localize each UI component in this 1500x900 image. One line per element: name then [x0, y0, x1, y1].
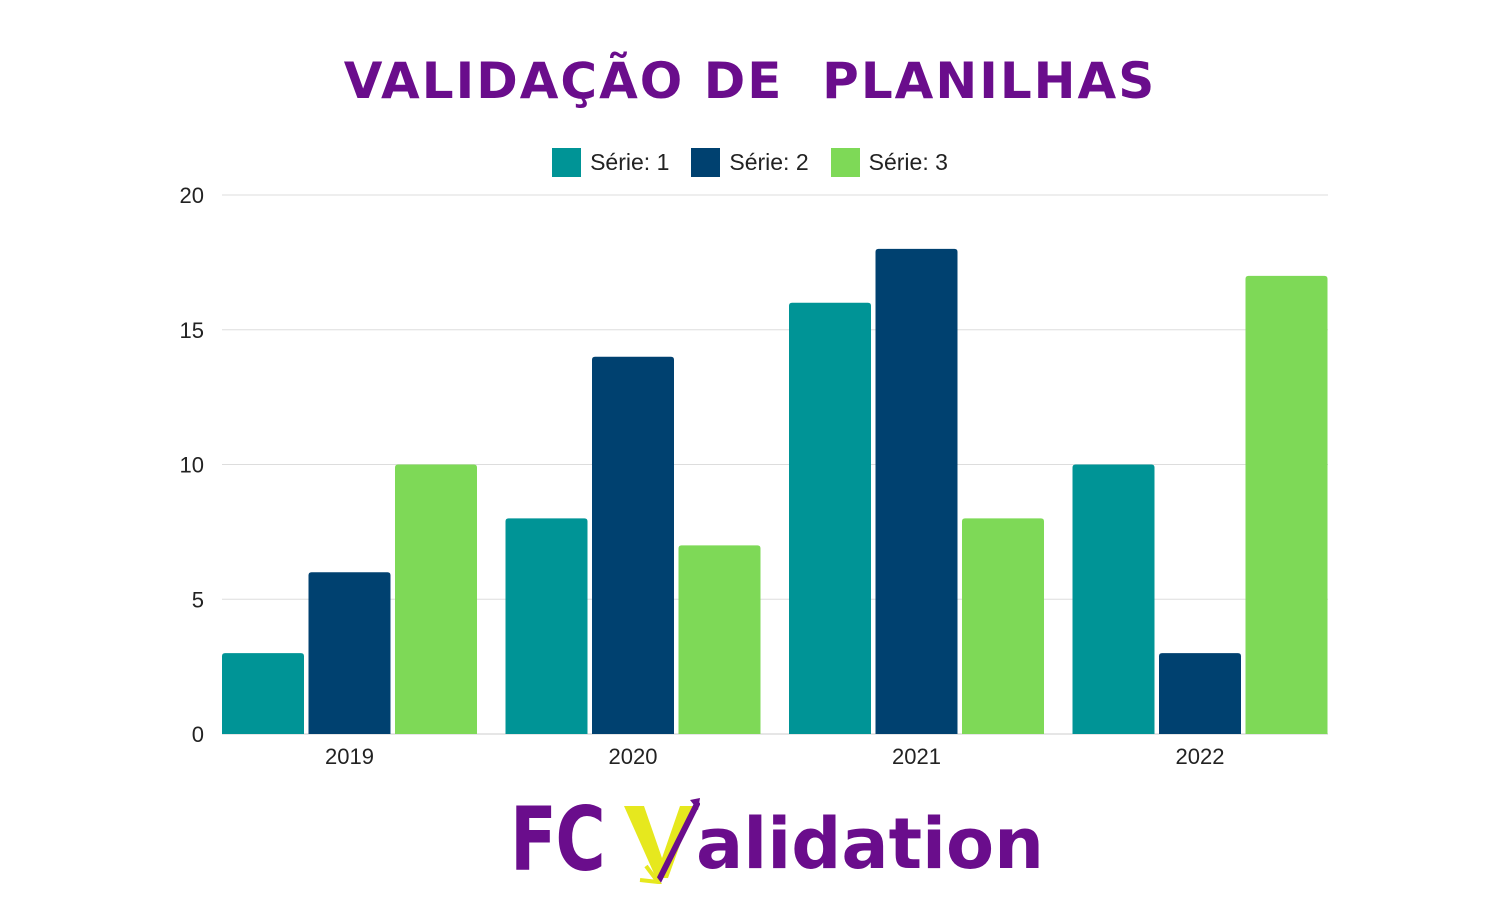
legend-label-series-3: Série: 3 [868, 149, 948, 175]
bar-series-2-2019 [308, 572, 391, 734]
legend-item-series-2: Série: 2 [691, 148, 809, 177]
bar-series-3-2020 [678, 545, 761, 734]
logo-v-arrow-icon [624, 798, 700, 884]
bar-series-3-2019 [395, 464, 477, 734]
x-tick-label-2022: 2022 [1176, 744, 1225, 769]
bar-series-2-2020 [592, 356, 674, 734]
x-tick-label-2020: 2020 [609, 744, 658, 769]
bar-series-3-2022 [1245, 275, 1328, 734]
legend-label-series-1: Série: 1 [590, 149, 670, 175]
y-tick-label: 15 [180, 318, 204, 343]
bar-series-1-2022 [1072, 464, 1155, 734]
bar-series-3-2021 [962, 518, 1044, 734]
legend-item-series-1: Série: 1 [552, 148, 669, 177]
bar-series-2-2021 [875, 248, 958, 734]
y-tick-label: 20 [180, 183, 204, 208]
legend-label-series-2: Série: 2 [729, 149, 809, 175]
bar-series-1-2021 [789, 302, 871, 734]
x-axis: 2019 2020 2021 2022 [325, 744, 1224, 769]
legend-swatch-series-2 [691, 148, 721, 177]
y-tick-label: 10 [180, 453, 204, 478]
legend-item-series-3: Série: 3 [830, 148, 948, 177]
bar-series-1-2020 [505, 518, 588, 734]
y-tick-label: 0 [192, 722, 204, 747]
chart-bars [222, 248, 1328, 734]
x-tick-label-2019: 2019 [325, 744, 374, 769]
legend-swatch-series-1 [552, 148, 582, 177]
bar-series-2-2022 [1159, 653, 1241, 734]
legend-swatch-series-3 [830, 148, 860, 177]
y-tick-label: 5 [192, 587, 204, 612]
y-axis: 0 5 10 15 20 [180, 183, 204, 747]
bar-series-1-2019 [222, 653, 304, 734]
logo-fc-text: FC [510, 788, 606, 891]
chart-legend: Série: 1 Série: 2 Série: 3 [0, 148, 1500, 177]
x-tick-label-2021: 2021 [892, 744, 941, 769]
logo-validation-text: alidation [696, 803, 1044, 885]
fc-validation-logo: FC alidation [510, 792, 1044, 884]
chart-title: VALIDAÇÃO DE PLANILHAS [343, 52, 1157, 110]
